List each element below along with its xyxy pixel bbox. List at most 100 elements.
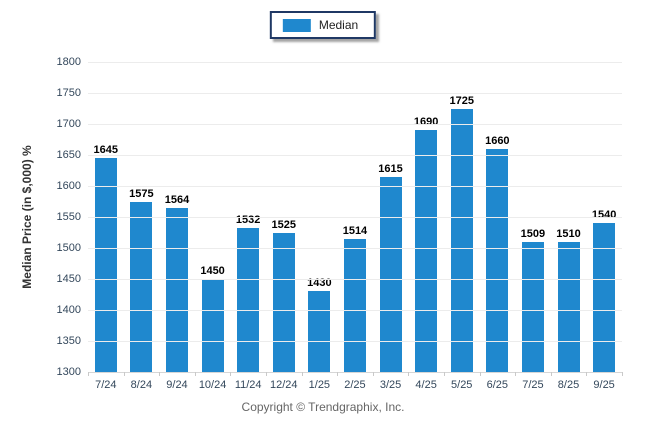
x-tick-mark: [123, 372, 125, 376]
gridline: [88, 372, 622, 373]
gridline: [88, 155, 622, 156]
bar-value-label: 1660: [485, 134, 510, 147]
x-tick-label: 1/25: [308, 379, 331, 391]
bar-value-label: 1540: [591, 209, 617, 222]
x-tick-label: 2/25: [344, 379, 366, 391]
legend-swatch-median: [282, 18, 311, 32]
bar-slot: 1510: [551, 62, 587, 372]
bar-3/25: [379, 176, 402, 372]
bar-7/24: [94, 158, 117, 372]
bar-slot: 1575: [124, 62, 160, 372]
gridline: [88, 186, 622, 187]
x-tick-label: 9/25: [593, 379, 615, 391]
x-tick-label: 10/24: [198, 379, 227, 391]
gridline: [88, 62, 622, 63]
gridline: [88, 93, 622, 94]
bar-1/25: [308, 291, 331, 372]
y-tick-label: 1550: [56, 211, 81, 223]
bar-slot: 1690: [408, 62, 444, 372]
bar-value-label: 1645: [93, 144, 119, 157]
bar-value-label: 1564: [164, 194, 190, 207]
y-axis-labels: 1800 1750 1700 1650 1600 1550 1500 1450 1400 1350…: [0, 56, 84, 378]
bars-group: 1645 1575 1564 1450 1532 1525 1430 1514 1615 1690…: [88, 62, 622, 372]
y-tick-label: 1600: [56, 180, 81, 192]
legend-label-median: Median: [318, 18, 359, 32]
x-tick-label: 7/25: [522, 379, 544, 391]
bar-2/25: [343, 239, 366, 372]
bar-slot: 1509: [515, 62, 551, 372]
copyright-text: Copyright © Trendgraphix, Inc.: [241, 400, 405, 414]
bar-slot: 1564: [159, 62, 195, 372]
x-tick-label: 6/25: [486, 379, 509, 391]
bar-slot: 1660: [480, 62, 516, 372]
gridline: [88, 248, 622, 249]
x-tick-mark: [337, 372, 339, 376]
x-tick-label: 3/25: [379, 379, 402, 391]
y-tick-label: 1300: [56, 366, 81, 378]
bar-10/24: [201, 279, 224, 372]
x-tick-mark: [550, 372, 552, 376]
gridline: [88, 310, 622, 311]
bar-value-label: 1509: [520, 228, 546, 241]
x-tick-mark: [159, 372, 161, 376]
bar-slot: 1540: [586, 62, 622, 372]
x-tick-label: 11/24: [234, 379, 262, 391]
bar-value-label: 1690: [413, 116, 439, 129]
x-tick-label: 5/25: [451, 379, 473, 391]
bar-slot: 1615: [373, 62, 409, 372]
bar-11/24: [237, 228, 260, 372]
x-tick-mark: [301, 372, 303, 376]
bar-value-label: 1532: [235, 214, 261, 227]
x-tick-label: 9/24: [166, 379, 188, 391]
y-tick-label: 1700: [56, 118, 81, 130]
bar-12/24: [272, 232, 295, 372]
gridline: [88, 279, 622, 280]
bar-value-label: 1514: [342, 225, 368, 238]
bar-value-label: 1430: [307, 277, 332, 290]
x-tick-mark: [408, 372, 410, 376]
bar-value-label: 1575: [129, 187, 154, 200]
bar-slot: 1450: [195, 62, 231, 372]
x-tick-mark: [622, 372, 623, 376]
x-tick-label: 8/24: [130, 379, 153, 391]
bar-slot: 1525: [266, 62, 302, 372]
x-tick-mark: [444, 372, 445, 376]
bar-value-label: 1450: [200, 265, 225, 277]
x-tick-mark: [194, 372, 196, 376]
y-tick-label: 1450: [56, 273, 81, 285]
y-tick-label: 1750: [56, 87, 81, 99]
bar-value-label: 1725: [449, 94, 474, 107]
x-tick-label: 8/25: [557, 379, 580, 391]
x-axis-labels: 7/24 8/24 9/24 10/24 11/24 12/24 1/25 2/25 3/25 4…: [88, 379, 622, 391]
x-tick-label: 7/24: [95, 379, 117, 391]
bar-slot: 1725: [444, 62, 480, 372]
bar-4/25: [415, 130, 438, 372]
bar-value-label: 1525: [271, 218, 296, 231]
bar-slot: 1645: [88, 62, 124, 372]
gridline: [88, 217, 622, 218]
bar-9/25: [593, 223, 616, 372]
bar-value-label: 1615: [378, 162, 403, 175]
gridline: [88, 124, 622, 125]
chart-legend: Median: [269, 11, 377, 39]
x-tick-mark: [479, 372, 481, 376]
y-tick-label: 1350: [56, 335, 81, 347]
x-tick-mark: [266, 372, 267, 376]
bar-8/24: [130, 201, 153, 372]
bar-6/25: [486, 148, 509, 372]
x-tick-mark: [586, 372, 588, 376]
bar-slot: 1430: [302, 62, 338, 372]
bar-slot: 1514: [337, 62, 373, 372]
x-tick-label: 12/24: [270, 379, 298, 391]
x-tick-mark: [88, 372, 89, 376]
y-tick-label: 1500: [56, 242, 81, 254]
x-tick-label: 4/25: [415, 379, 437, 391]
plot-area: 1645 1575 1564 1450 1532 1525 1430 1514 1615 1690…: [88, 62, 622, 373]
bar-value-label: 1510: [556, 227, 581, 240]
x-tick-mark: [515, 372, 517, 376]
x-tick-mark: [230, 372, 232, 376]
y-tick-label: 1800: [56, 56, 81, 68]
gridline: [88, 341, 622, 342]
bar-9/24: [165, 208, 188, 372]
